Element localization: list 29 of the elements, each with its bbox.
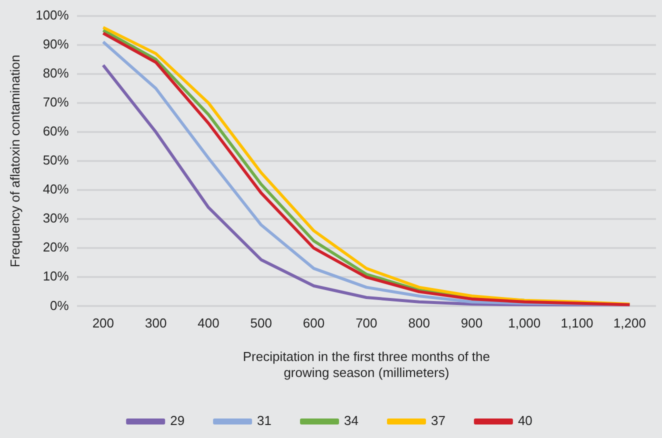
y-tick-label: 90% (42, 36, 70, 52)
y-tick-label: 0% (50, 298, 70, 313)
x-axis-title: Precipitation in the first three months of the growing season (millimeters) (242, 349, 490, 380)
x-tick-label: 600 (302, 316, 325, 331)
legend-label: 40 (518, 413, 532, 428)
y-tick-label: 60% (42, 124, 70, 139)
legend-label: 29 (170, 413, 185, 428)
x-tick-label: 200 (92, 316, 114, 331)
y-tick-label: 10% (42, 268, 70, 284)
y-tick-label: 100% (36, 7, 70, 22)
legend-label: 31 (257, 413, 272, 428)
x-tick-label: 800 (408, 316, 430, 331)
y-tick-label: 30% (42, 210, 70, 226)
y-tick-label: 20% (42, 240, 70, 255)
x-tick-label: 400 (198, 316, 220, 331)
x-tick-label: 500 (250, 316, 272, 331)
y-axis-title: Frequency of aflatoxin contamination (7, 54, 22, 268)
y-tick-label: 50% (42, 152, 70, 168)
x-tick-label: 700 (356, 316, 378, 331)
y-tick-label: 40% (42, 182, 70, 197)
legend-label: 34 (344, 413, 358, 428)
x-tick-label: 900 (460, 316, 483, 331)
y-tick-label: 70% (42, 94, 70, 110)
y-tick-label: 80% (42, 65, 70, 80)
x-tick-label: 1,000 (508, 316, 541, 331)
legend-label: 37 (430, 413, 446, 428)
x-tick-label: 300 (144, 316, 167, 331)
x-tick-label: 1,200 (613, 316, 646, 331)
x-tick-label: 1,100 (560, 316, 594, 331)
